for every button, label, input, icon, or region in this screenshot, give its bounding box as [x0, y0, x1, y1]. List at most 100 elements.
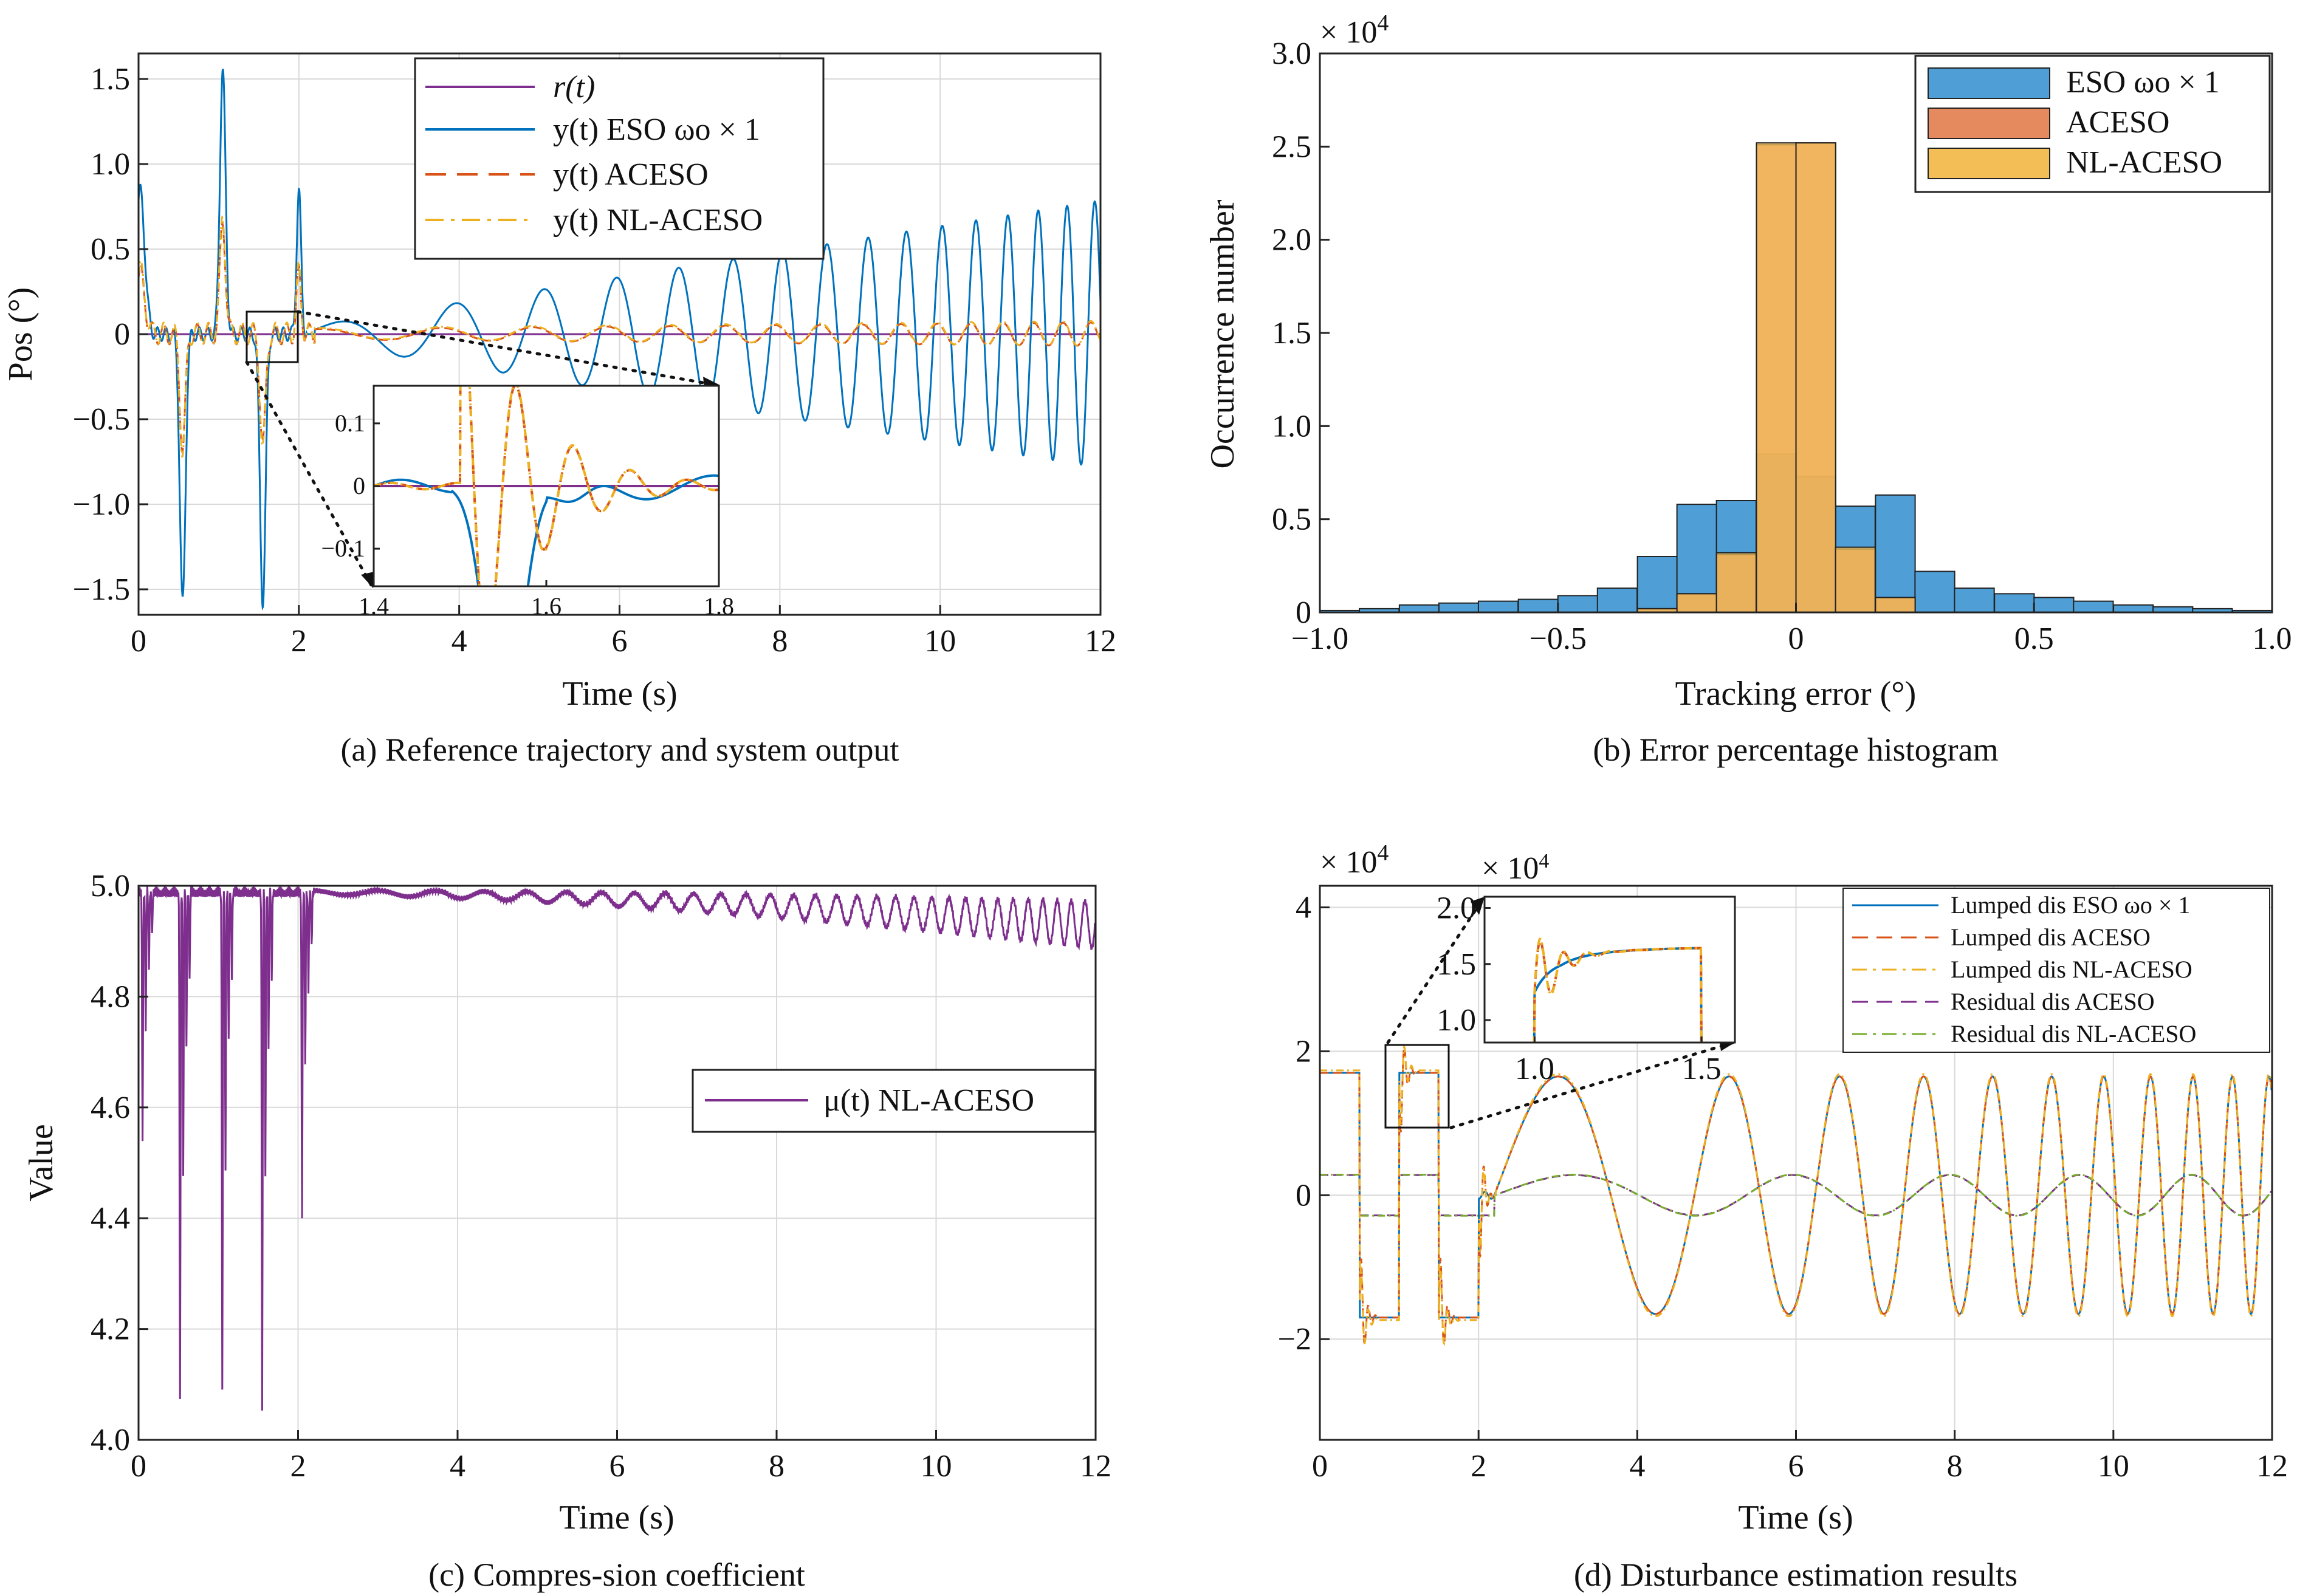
x-tick-label-a-inset: 1.6: [531, 592, 561, 620]
x-tick-label-d: 6: [1788, 1449, 1804, 1484]
series-residual-aceso-line: [1320, 1174, 2272, 1217]
y-tick-label-c: 4.8: [91, 979, 130, 1014]
x-tick-label-b: −0.5: [1530, 622, 1587, 656]
y-tick-label-d: −2: [1278, 1322, 1311, 1357]
series-lumped-nlaceso-line: [1320, 1044, 2272, 1346]
y-tick-label-b: 1.5: [1272, 316, 1311, 351]
x-tick-label-d: 8: [1947, 1449, 1963, 1484]
x-tick-label-d-inset: 1.5: [1682, 1052, 1722, 1086]
legend-b-aceso: ACESO: [2066, 105, 2169, 140]
x-tick-label-c: 10: [921, 1449, 952, 1484]
histogram-bar-hist_blue: [1438, 602, 1480, 614]
x-axis-label-c: Time (s): [559, 1499, 674, 1536]
y-tick-label-a: 0.5: [91, 232, 130, 267]
x-tick-label-d-inset: 1.0: [1515, 1052, 1554, 1086]
legend-a-r: r(t): [553, 70, 595, 104]
histogram-bar-hist_blue: [1914, 570, 1955, 613]
zoom-box-d: [1384, 1044, 1450, 1129]
y-tick-label-b: 2.5: [1272, 129, 1311, 164]
x-tick-label-d: 12: [2256, 1449, 2288, 1484]
series-eso-line: [137, 69, 1102, 611]
panel-a: 0 2 4 6 8 10 12 −1.5 −1.0 −0.5 0 0.5 1.0 1.5 Time (s)…: [2, 52, 1116, 768]
x-tick-label-a: 10: [924, 624, 956, 659]
histogram-bar-hist_yellow: [1875, 597, 1916, 614]
y-tick-label-a: 1.0: [91, 147, 130, 182]
x-tick-label-b: 0.5: [2014, 622, 2054, 656]
y-tick-label-c: 4.0: [91, 1423, 130, 1457]
x-tick-label-c: 8: [769, 1449, 785, 1484]
histogram-bar-hist_blue: [2073, 600, 2114, 613]
legend-b-nl: NL-ACESO: [2066, 145, 2222, 180]
multiplier-d-inset: × 104: [1482, 850, 1549, 886]
y-tick-label-d: 0: [1296, 1178, 1311, 1213]
caption-b: (b) Error percentage histogram: [1593, 731, 1998, 768]
histogram-bar-hist_yellow: [1756, 142, 1797, 613]
x-tick-label-c: 0: [131, 1449, 146, 1484]
legend-a: r(t) y(t) ESO ωo × 1 y(t) ACESO y(t) NL-…: [414, 57, 825, 260]
x-tick-label-b: 0: [1788, 622, 1804, 656]
inset-d: 1.0 1.5 1.0 1.5 2.0 × 104: [1437, 850, 1736, 1086]
x-tick-label-a: 8: [772, 624, 788, 659]
x-axis-label-a: Time (s): [562, 675, 677, 713]
x-tick-label-b: 1.0: [2253, 622, 2292, 656]
x-tick-label-d: 0: [1312, 1449, 1328, 1484]
y-tick-label-a: −1.0: [73, 487, 130, 522]
x-tick-label-d: 10: [2098, 1449, 2129, 1484]
x-tick-label-a: 6: [612, 624, 628, 659]
histogram-bar-hist_blue: [1517, 598, 1559, 613]
legend-a-nl: y(t) NL-ACESO: [553, 203, 763, 238]
histogram-bar-hist_yellow: [1835, 546, 1876, 614]
histogram-bar-hist_blue: [1875, 494, 1916, 613]
x-axis-label-d: Time (s): [1738, 1499, 1853, 1536]
legend-b: ESO ωo × 1 ACESO NL-ACESO: [1914, 55, 2271, 193]
x-tick-label-d: 2: [1471, 1449, 1486, 1484]
histogram-bar-hist_blue: [1994, 593, 2035, 613]
x-tick-label-b: −1.0: [1291, 622, 1348, 656]
histogram-bar-hist_blue: [1557, 595, 1599, 614]
caption-d: (d) Disturbance estimation results: [1574, 1557, 2017, 1593]
x-tick-label-d: 4: [1629, 1449, 1645, 1484]
y-tick-label-d-inset: 1.0: [1437, 1003, 1476, 1038]
histogram-bar-hist_yellow: [1676, 593, 1717, 613]
legend-d-5: Residual dis NL-ACESO: [1951, 1020, 2196, 1047]
caption-c: (c) Compres-sion coefficient: [428, 1557, 805, 1593]
histogram-bar-hist_blue: [2033, 597, 2075, 614]
histogram-bar-hist_yellow: [1715, 552, 1757, 613]
legend-d: Lumped dis ESO ωo × 1 Lumped dis ACESO L…: [1842, 888, 2270, 1053]
y-tick-label-d-inset: 2.0: [1437, 891, 1476, 925]
multiplier-d: × 104: [1320, 840, 1389, 880]
y-tick-label-b: 3.0: [1272, 36, 1311, 71]
series-mu-line: [137, 885, 1096, 1411]
x-tick-label-a: 4: [452, 624, 467, 659]
x-tick-label-c: 6: [609, 1449, 625, 1484]
histogram-bar-hist_blue: [2113, 604, 2154, 614]
legend-c: μ(t) NL-ACESO: [692, 1069, 1096, 1133]
y-tick-label-b: 0: [1296, 595, 1311, 630]
x-tick-label-c: 2: [290, 1449, 306, 1484]
y-tick-label-c: 4.2: [91, 1312, 130, 1347]
panel-d: 0 2 4 6 8 10 12 −2 0 2 4 × 104 Time (s) (d) Distur…: [1278, 840, 2288, 1593]
histogram-bar-hist_blue: [1954, 587, 1995, 614]
y-tick-label-d-inset: 1.5: [1437, 947, 1476, 982]
x-tick-label-a-inset: 1.4: [359, 592, 389, 620]
y-tick-label-c: 5.0: [91, 869, 130, 903]
y-axis-label-b: Occurrence number: [1204, 199, 1241, 468]
panel-c: 0 2 4 6 8 10 12 4.0 4.2 4.4 4.6 4.8 5.0 Time (s) Val…: [22, 869, 1111, 1593]
y-axis-label-c: Value: [22, 1124, 60, 1202]
inset-a: 1.4 1.6 1.8 −0.1 0 0.1: [321, 385, 734, 620]
histogram-bar-hist_yellow: [1795, 142, 1836, 613]
histogram-bar-hist_blue: [1477, 600, 1519, 613]
y-tick-label-c: 4.4: [91, 1201, 130, 1236]
y-tick-label-a-inset: 0.1: [335, 409, 365, 437]
y-tick-label-c: 4.6: [91, 1091, 130, 1125]
y-axis-label-a: Pos (°): [2, 287, 39, 382]
y-tick-label-b: 0.5: [1272, 502, 1311, 537]
y-tick-label-a-inset: −0.1: [321, 535, 365, 562]
legend-b-eso: ESO ωo × 1: [2066, 65, 2220, 100]
y-tick-label-d: 2: [1296, 1034, 1311, 1069]
caption-a: (a) Reference trajectory and system outp…: [340, 731, 899, 768]
y-tick-label-a-inset: 0: [353, 472, 365, 499]
y-tick-label-d: 4: [1296, 891, 1311, 925]
y-tick-label-a: −0.5: [73, 402, 130, 437]
legend-d-3: Lumped dis NL-ACESO: [1951, 956, 2192, 983]
